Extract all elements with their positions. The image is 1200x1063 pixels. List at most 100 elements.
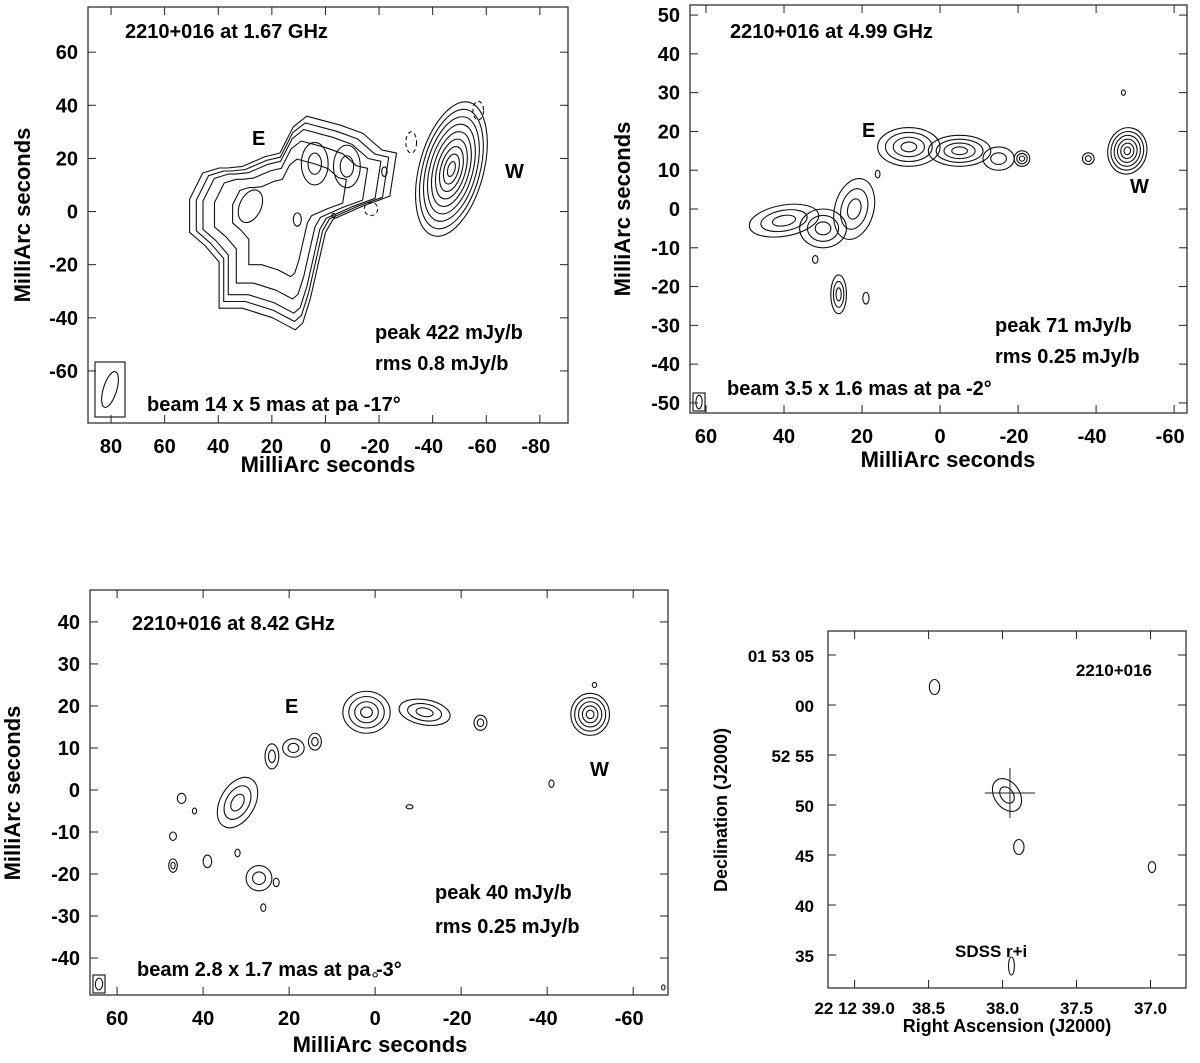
contour-level: [168, 858, 178, 873]
contour-level: [287, 742, 300, 754]
contour-level: [1081, 152, 1095, 165]
contour-level: [252, 871, 267, 886]
y-tick-label: 0: [69, 780, 80, 802]
y-tick-label: -20: [51, 864, 80, 886]
y-tick-label: 40: [658, 44, 680, 66]
contour-level: [581, 705, 599, 724]
contour-level: [191, 807, 198, 815]
y-tick-label: -40: [651, 354, 680, 376]
panel-3: 60 40 20 0 -20 -40 -60 40 30 20 10 0 -10 -20 -30 -40 Mil…: [0, 589, 669, 1057]
contour-level: [237, 189, 264, 224]
contour-level: [331, 212, 336, 219]
plot-title: 2210+016 at 8.42 GHz: [132, 613, 335, 635]
contour-level: [577, 701, 603, 728]
contour-level: [811, 254, 819, 264]
y-tick-label: -50: [651, 393, 680, 415]
contour-level: [415, 707, 434, 718]
contour-level: [990, 152, 1007, 165]
contour-level: [799, 208, 847, 249]
contour-level: [264, 743, 280, 770]
y-tick-label: 45: [795, 847, 814, 866]
y-tick-label: 00: [795, 697, 814, 716]
y-axis-label: Declination (J2000): [711, 728, 731, 892]
beam-box: [92, 974, 106, 994]
contour-level: [1084, 155, 1092, 163]
contour-level: [892, 136, 926, 158]
y-tick-label: 0: [67, 202, 78, 224]
rms-label: rms 0.8 mJy/b: [375, 353, 508, 375]
x-axis-label: MilliArc seconds: [861, 447, 1036, 472]
contour-level: [170, 861, 176, 870]
contour-level: [832, 280, 845, 308]
contour-level: [415, 101, 488, 237]
component-label-e: E: [862, 120, 875, 142]
contour-level: [422, 116, 480, 222]
x-tick-label: 0: [934, 426, 945, 448]
contour-level: [1123, 146, 1132, 156]
contour-level: [574, 697, 607, 732]
y-tick-label: 52 55: [771, 747, 814, 766]
contour-level: [407, 702, 443, 722]
contour-level: [232, 158, 347, 278]
contour-level: [311, 736, 319, 747]
contours: [168, 681, 666, 991]
x-tick-label: 20: [261, 436, 283, 458]
contour-level: [1120, 142, 1135, 160]
contour-level: [884, 131, 933, 163]
contour-level: [189, 115, 398, 331]
component-label-w: W: [1130, 176, 1149, 198]
contour-level: [748, 203, 820, 238]
y-tick-label: -10: [51, 822, 80, 844]
contour-level: [307, 152, 322, 175]
x-axis-label: MilliArc seconds: [293, 1032, 468, 1057]
contour-level: [342, 690, 391, 734]
contour-level: [591, 681, 598, 689]
contour-level: [833, 178, 876, 240]
contour-level: [363, 201, 379, 217]
beam-label: beam 14 x 5 mas at pa -17°: [147, 394, 401, 416]
y-tick-label: -20: [651, 277, 680, 299]
contour-level: [426, 123, 476, 215]
x-tick-label: 0: [370, 1008, 381, 1030]
contour-level: [216, 776, 259, 829]
contour-level: [473, 714, 488, 731]
contours: [928, 678, 1157, 976]
x-tick-label: 22 12 39.0: [814, 999, 894, 1018]
x-axis-label: Right Ascension (J2000): [903, 1016, 1111, 1036]
x-tick-label: 60: [106, 1008, 128, 1030]
contour-level: [840, 188, 869, 230]
contour-level: [1007, 956, 1015, 976]
contour-level: [771, 214, 797, 227]
contour-level: [398, 698, 451, 727]
contours: [748, 89, 1148, 315]
y-axis-label: MilliArc seconds: [610, 122, 635, 297]
contour-level: [835, 287, 842, 302]
y-tick-label: 20: [56, 148, 78, 170]
contour-level: [874, 169, 881, 179]
plot-frame: [89, 589, 669, 996]
y-tick-label: 30: [58, 654, 80, 676]
contour-level: [434, 138, 468, 200]
y-tick-label: -30: [651, 315, 680, 337]
peak-flux-label: peak 40 mJy/b: [435, 882, 572, 904]
x-tick-label: -40: [414, 436, 443, 458]
x-tick-label: -40: [1078, 426, 1107, 448]
plot-frame: [827, 630, 1187, 989]
contour-level: [935, 138, 984, 164]
x-tick-label: 37.5: [1060, 999, 1093, 1018]
contour-level: [982, 146, 1015, 171]
contour-level: [877, 127, 941, 167]
x-tick-label: 20: [851, 426, 873, 448]
y-tick-label: 10: [58, 738, 80, 760]
x-tick-label: 20: [278, 1008, 300, 1030]
x-axis-label: MilliArc seconds: [241, 452, 416, 477]
contour-level: [1013, 150, 1031, 167]
x-tick-label: -60: [468, 436, 497, 458]
y-tick-label: -20: [49, 255, 78, 277]
contour-level: [438, 146, 464, 193]
contour-level: [846, 198, 862, 220]
contour-level: [927, 134, 992, 167]
y-tick-label: -40: [49, 308, 78, 330]
contour-level: [282, 738, 305, 758]
